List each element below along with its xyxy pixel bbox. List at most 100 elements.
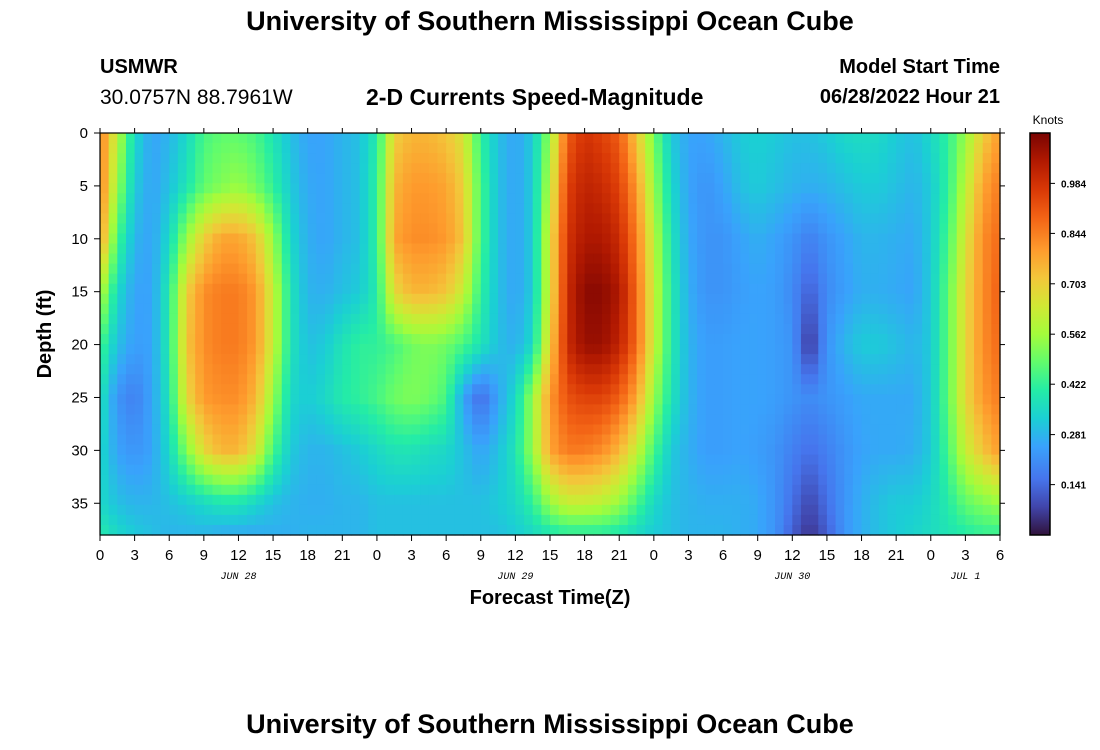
- heatmap-cell: [143, 183, 153, 194]
- heatmap-cell: [325, 474, 335, 486]
- heatmap-cell: [593, 293, 603, 305]
- heatmap-cell: [688, 163, 698, 174]
- heatmap-cell: [151, 153, 162, 164]
- heatmap-cell: [610, 334, 620, 345]
- heatmap-cell: [169, 474, 179, 486]
- heatmap-cell: [316, 203, 326, 214]
- heatmap-cell: [177, 263, 188, 275]
- heatmap-cell: [766, 354, 776, 365]
- heatmap-cell: [922, 504, 932, 516]
- heatmap-cell: [740, 173, 750, 184]
- heatmap-cell: [956, 303, 966, 315]
- heatmap-cell: [974, 394, 984, 405]
- heatmap-cell: [255, 303, 266, 315]
- x-tick-label: 15: [819, 547, 836, 564]
- heatmap-cell: [515, 414, 525, 426]
- heatmap-cell: [125, 133, 136, 144]
- heatmap-cell: [930, 514, 941, 526]
- heatmap-cell: [705, 354, 716, 365]
- heatmap-cell: [627, 364, 638, 375]
- heatmap-cell: [506, 263, 516, 275]
- heatmap-cell: [965, 394, 975, 405]
- heatmap-cell: [160, 334, 170, 345]
- heatmap-cell: [930, 424, 941, 436]
- heatmap-cell: [186, 484, 196, 496]
- heatmap-cell: [991, 223, 1001, 235]
- heatmap-cell: [974, 233, 984, 245]
- heatmap-cell: [697, 163, 707, 174]
- heatmap-cell: [671, 434, 681, 446]
- heatmap-cell: [229, 474, 240, 486]
- heatmap-cell: [333, 474, 343, 486]
- heatmap-cell: [203, 394, 214, 405]
- heatmap-cell: [411, 233, 421, 245]
- x-tick-label: 21: [611, 547, 628, 564]
- heatmap-cell: [922, 454, 932, 466]
- heatmap-cell: [541, 384, 551, 395]
- heatmap-cell: [948, 444, 958, 456]
- heatmap-cell: [861, 183, 871, 194]
- heatmap-cell: [948, 334, 958, 345]
- heatmap-cell: [454, 464, 465, 476]
- heatmap-cell: [411, 524, 421, 536]
- heatmap-cell: [402, 464, 413, 476]
- heatmap-cell: [870, 354, 880, 365]
- heatmap-cell: [247, 233, 257, 245]
- heatmap-cell: [359, 464, 369, 476]
- heatmap-cell: [870, 323, 880, 335]
- heatmap-cell: [169, 143, 179, 154]
- heatmap-cell: [264, 514, 274, 526]
- heatmap-cell: [221, 374, 231, 385]
- heatmap-cell: [247, 404, 257, 415]
- heatmap-cell: [229, 514, 240, 526]
- heatmap-cell: [212, 474, 222, 486]
- heatmap-cell: [601, 444, 612, 456]
- heatmap-cell: [212, 233, 222, 245]
- heatmap-cell: [177, 193, 188, 204]
- heatmap-cell: [939, 494, 949, 506]
- heatmap-cell: [705, 444, 716, 456]
- heatmap-cell: [273, 444, 283, 456]
- y-axis-label: Depth (ft): [34, 290, 56, 379]
- heatmap-cell: [290, 444, 300, 456]
- heatmap-cell: [281, 494, 291, 506]
- heatmap-cell: [472, 293, 482, 305]
- heatmap-cell: [325, 273, 335, 285]
- heatmap-cell: [852, 203, 863, 214]
- heatmap-cell: [541, 444, 551, 456]
- heatmap-cell: [956, 334, 966, 345]
- heatmap-cell: [247, 253, 257, 265]
- heatmap-cell: [558, 524, 568, 536]
- heatmap-cell: [766, 213, 776, 225]
- heatmap-cell: [333, 454, 343, 466]
- heatmap-cell: [160, 514, 170, 526]
- heatmap-cell: [809, 303, 819, 315]
- heatmap-cell: [749, 494, 759, 506]
- heatmap-cell: [100, 394, 110, 405]
- heatmap-cell: [281, 364, 291, 375]
- heatmap-cell: [524, 414, 534, 426]
- heatmap-cell: [524, 153, 534, 164]
- heatmap-cell: [896, 334, 906, 345]
- heatmap-cell: [333, 173, 343, 184]
- heatmap-cell: [368, 424, 378, 436]
- heatmap-cell: [809, 384, 819, 395]
- heatmap-cell: [480, 454, 491, 466]
- heatmap-cell: [524, 253, 534, 265]
- heatmap-cell: [835, 133, 845, 144]
- heatmap-cell: [480, 233, 491, 245]
- heatmap-cell: [541, 374, 551, 385]
- heatmap-cell: [229, 484, 240, 496]
- heatmap-cell: [394, 203, 404, 214]
- heatmap-cell: [177, 484, 188, 496]
- heatmap-cell: [567, 183, 577, 194]
- heatmap-cell: [956, 233, 966, 245]
- heatmap-cell: [783, 344, 793, 355]
- heatmap-cell: [541, 133, 551, 144]
- heatmap-cell: [134, 494, 144, 506]
- heatmap-cell: [982, 394, 992, 405]
- heatmap-cell: [610, 484, 620, 496]
- heatmap-cell: [826, 173, 837, 184]
- heatmap-cell: [394, 253, 404, 265]
- heatmap-cell: [480, 384, 491, 395]
